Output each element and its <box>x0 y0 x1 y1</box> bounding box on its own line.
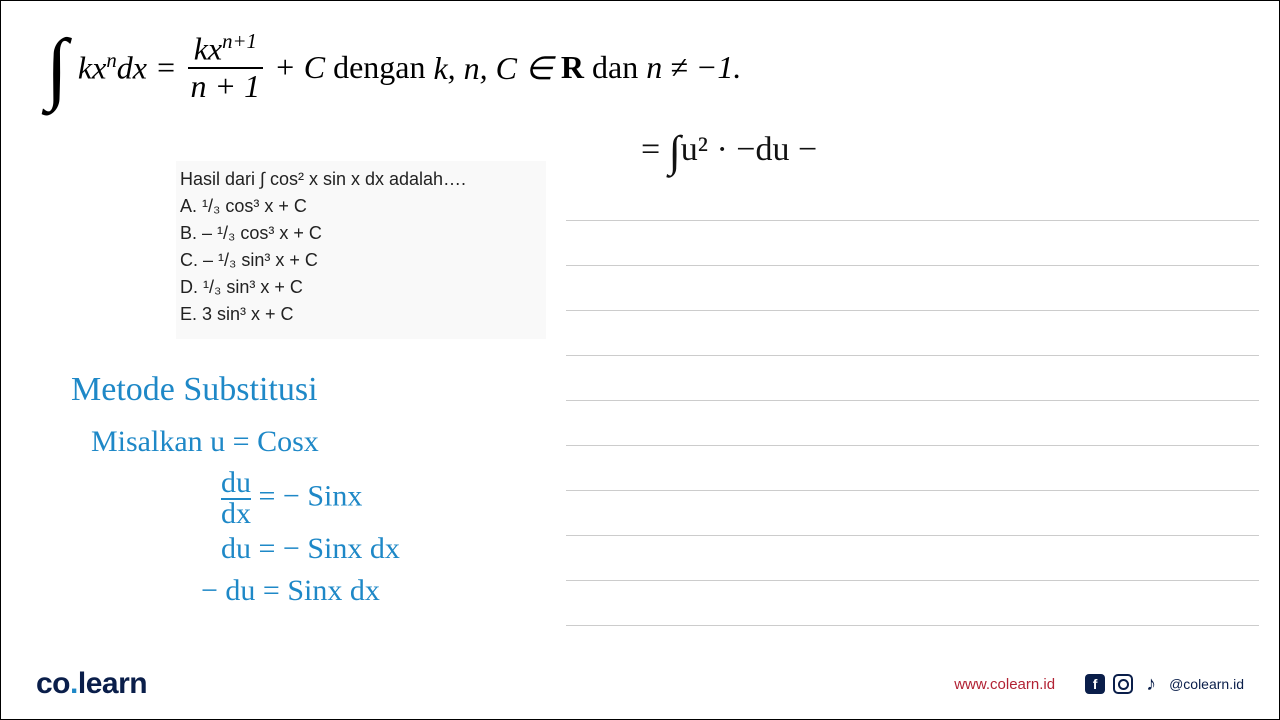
option-a: A. ¹/₃ cos³ x + C <box>180 196 542 217</box>
footer: co.learn www.colearn.id f ♪ @colearn.id <box>1 667 1279 701</box>
n-neq: n ≠ −1. <box>646 49 741 86</box>
hw-line-negdu: − du = Sinx dx <box>201 570 400 612</box>
equals: = <box>155 49 177 86</box>
instagram-icon <box>1113 674 1133 694</box>
integral-formula: ∫ kxndx = kxn+1 n + 1 + C dengan k, n, C… <box>46 31 741 104</box>
dan-text: dan <box>592 49 638 86</box>
option-b: B. – ¹/₃ cos³ x + C <box>180 223 542 244</box>
hw-line-misalkan: Misalkan u = Cosx <box>91 421 400 463</box>
result-fraction: kxn+1 n + 1 <box>185 31 267 104</box>
option-c: C. – ¹/₃ sin³ x + C <box>180 250 542 271</box>
ruled-lines <box>566 176 1259 644</box>
integrand: kxndx <box>78 49 147 87</box>
plus-c: + C <box>274 49 325 86</box>
brand-logo: co.learn <box>36 667 147 701</box>
social-handle-text: @colearn.id <box>1169 676 1244 692</box>
dengan-text: dengan <box>333 49 425 86</box>
question-prompt: Hasil dari ∫ cos² x sin x dx adalah…. <box>180 169 542 190</box>
social-handles: f ♪ @colearn.id <box>1085 674 1244 694</box>
integral-symbol: ∫ <box>46 36 68 100</box>
set-membership: k, n, C ∈ <box>433 49 552 87</box>
handwriting-black: = ∫u² · −du − <box>641 126 817 177</box>
option-d: D. ¹/₃ sin³ x + C <box>180 277 542 298</box>
handwriting-work: Misalkan u = Cosx du dx = − Sinx du = − … <box>91 421 400 612</box>
real-set: R <box>561 49 584 86</box>
question-block: Hasil dari ∫ cos² x sin x dx adalah…. A.… <box>176 161 546 339</box>
hw-line-du: du = − Sinx dx <box>221 528 400 570</box>
handwriting-title: Metode Substitusi <box>71 366 318 414</box>
tiktok-icon: ♪ <box>1141 674 1161 694</box>
option-e: E. 3 sin³ x + C <box>180 304 542 325</box>
facebook-icon: f <box>1085 674 1105 694</box>
website-url: www.colearn.id <box>954 676 1055 693</box>
hw-line-derivative: du dx = − Sinx <box>221 469 400 528</box>
